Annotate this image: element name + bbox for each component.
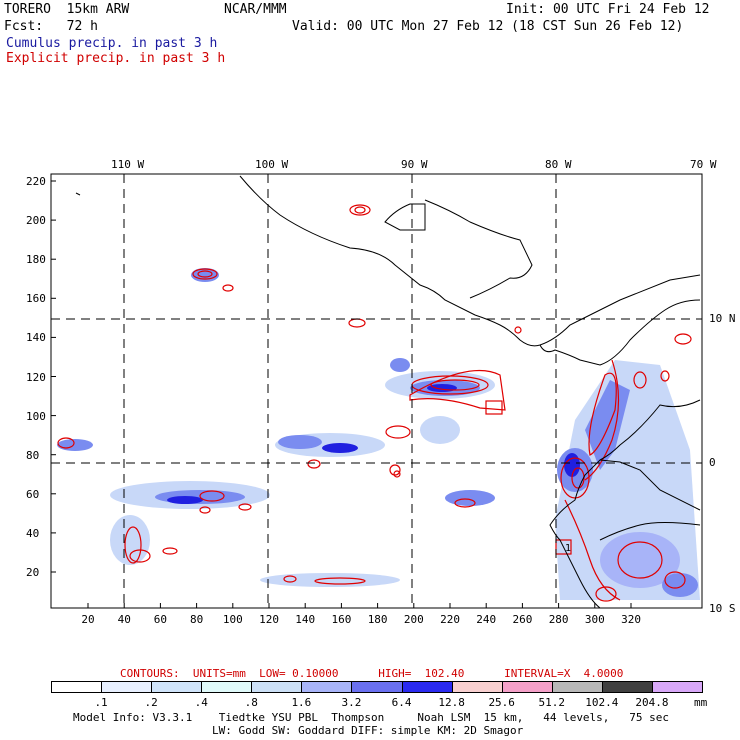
y-tick-label: 40 bbox=[26, 526, 40, 540]
contours-info: CONTOURS: UNITS=mm LOW= 0.10000 HIGH= 10… bbox=[120, 667, 624, 680]
colorbar-level-label: .8 bbox=[244, 696, 258, 709]
y-tick-label: 140 bbox=[26, 331, 46, 345]
model-info-line2: LW: Godd SW: Goddard DIFF: simple KM: 2D… bbox=[212, 724, 524, 737]
y-tick-label: 80 bbox=[26, 448, 40, 462]
explicit-precip-contours bbox=[57, 204, 692, 602]
colorbar-level-label: .4 bbox=[194, 696, 208, 709]
box-label: 1 bbox=[565, 543, 572, 554]
colorbar-level-label: 204.8 bbox=[635, 696, 669, 709]
x-tick-label: 220 bbox=[440, 613, 460, 626]
y-tick-label: 160 bbox=[26, 292, 46, 306]
colorbar-swatch bbox=[351, 681, 403, 693]
y-tick-label: 60 bbox=[26, 487, 40, 501]
colorbar-swatch bbox=[301, 681, 353, 693]
y-tick-label: 220 bbox=[26, 175, 46, 188]
init-time: Init: 00 UTC Fri 24 Feb 12 bbox=[506, 2, 710, 17]
colorbar-unit: mm bbox=[694, 696, 708, 709]
colorbar-level-label: 102.4 bbox=[585, 696, 619, 709]
x-tick-label: 240 bbox=[476, 613, 497, 626]
x-tick-label: 180 bbox=[367, 613, 388, 626]
colorbar-level-label: 12.8 bbox=[438, 696, 465, 709]
x-tick-label: 280 bbox=[548, 613, 569, 626]
lat-label-10n: 10 N bbox=[709, 312, 736, 325]
organization-label: NCAR/MMM bbox=[224, 2, 287, 17]
x-tick-label: 80 bbox=[190, 613, 204, 626]
lon-label-70w: 70 W bbox=[690, 158, 717, 171]
colorbar-level-label: .1 bbox=[94, 696, 108, 709]
colorbar-swatch bbox=[151, 681, 203, 693]
colorbar-swatch bbox=[601, 681, 653, 693]
explicit-precip-label: Explicit precip. in past 3 h bbox=[6, 51, 226, 66]
colorbar-level-label: 25.6 bbox=[488, 696, 515, 709]
x-tick-label: 200 bbox=[403, 613, 424, 626]
y-tick-label: 200 bbox=[26, 214, 46, 228]
x-tick-label: 60 bbox=[153, 613, 168, 626]
colorbar-swatch bbox=[551, 681, 603, 693]
y-tick-label: 180 bbox=[26, 253, 46, 267]
x-tick-label: 40 bbox=[117, 613, 131, 626]
colorbar-swatch bbox=[401, 681, 453, 693]
x-tick-label: 260 bbox=[512, 613, 533, 626]
x-tick-label: 100 bbox=[222, 613, 243, 626]
model-info-line1: Model Info: V3.3.1 Tiedtke YSU PBL Thomp… bbox=[73, 711, 670, 724]
x-tick-label: 300 bbox=[584, 613, 605, 626]
colorbar-level-label: .2 bbox=[144, 696, 158, 709]
colorbar-swatch bbox=[451, 681, 503, 693]
axis-ticks bbox=[51, 180, 632, 608]
colorbar-level-label: 6.4 bbox=[391, 696, 412, 709]
lon-label-80w: 80 W bbox=[545, 158, 572, 171]
cumulus-precip-label: Cumulus precip. in past 3 h bbox=[6, 36, 218, 51]
lat-label-0: 0 bbox=[709, 456, 716, 469]
colorbar-swatch bbox=[501, 681, 553, 693]
colorbar-level-label: 1.6 bbox=[291, 696, 312, 709]
lat-lon-grid bbox=[51, 174, 702, 608]
y-tick-label: 20 bbox=[26, 566, 40, 579]
coastlines bbox=[75, 175, 701, 608]
colorbar-swatch bbox=[651, 681, 703, 693]
y-tick-label: 100 bbox=[26, 409, 46, 423]
colorbar-level-label: 51.2 bbox=[538, 696, 566, 709]
forecast-hour: Fcst: 72 h bbox=[4, 19, 98, 34]
colorbar-swatch bbox=[51, 681, 103, 693]
lat-label-10s: 10 S bbox=[709, 602, 736, 615]
y-tick-label: 120 bbox=[26, 370, 46, 384]
x-tick-label: 160 bbox=[331, 613, 352, 626]
x-tick-label: 140 bbox=[295, 613, 316, 626]
lon-label-110w: 110 W bbox=[111, 158, 145, 171]
colorbar-swatch bbox=[101, 681, 153, 693]
lon-label-100w: 100 W bbox=[255, 158, 289, 171]
x-tick-label: 20 bbox=[81, 613, 95, 626]
x-tick-label: 320 bbox=[621, 613, 641, 626]
model-title: TORERO 15km ARW bbox=[4, 2, 130, 17]
colorbar-swatch bbox=[251, 681, 303, 693]
colorbar-level-label: 3.2 bbox=[341, 696, 362, 709]
lon-label-90w: 90 W bbox=[401, 158, 428, 171]
valid-time: Valid: 00 UTC Mon 27 Feb 12 (18 CST Sun … bbox=[292, 19, 684, 34]
colorbar-swatch bbox=[201, 681, 253, 693]
x-tick-label: 120 bbox=[259, 613, 279, 626]
